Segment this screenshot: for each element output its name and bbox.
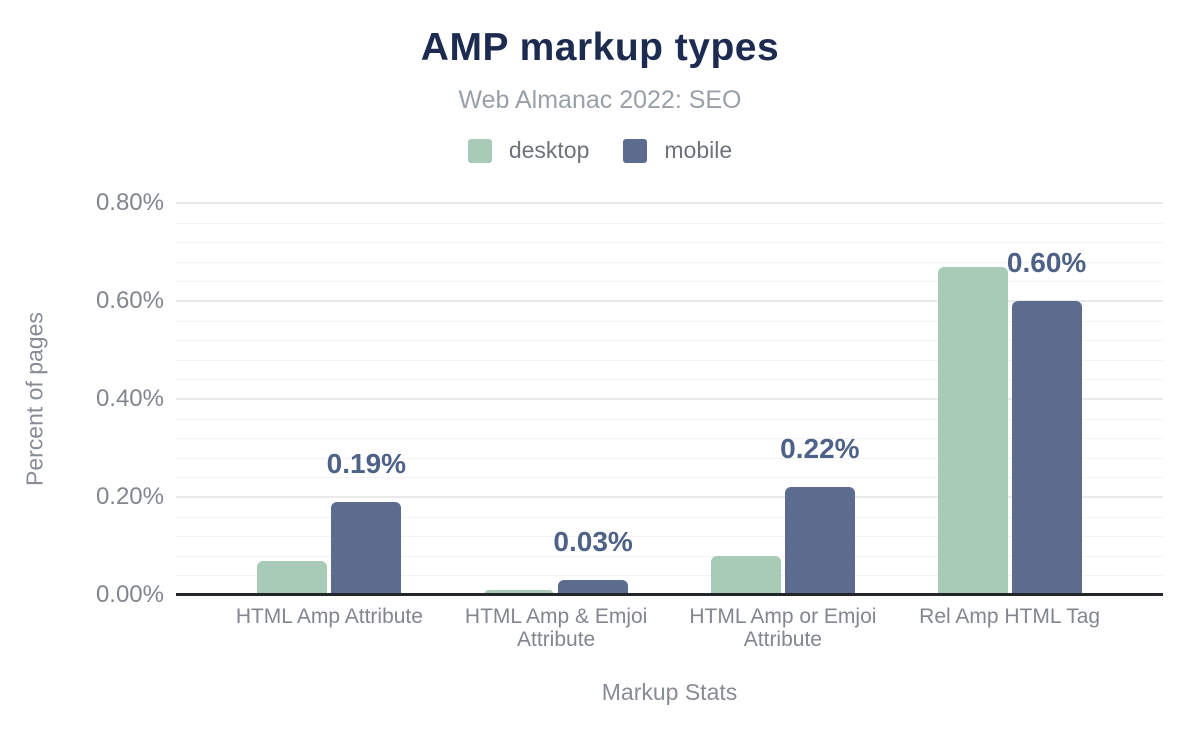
chart-title: AMP markup types xyxy=(420,26,780,69)
y-axis-tick-labels: 0.00% 0.20% 0.40% 0.60% 0.80% xyxy=(0,190,164,608)
minor-gridline xyxy=(176,516,1163,518)
minor-gridline xyxy=(176,359,1163,361)
legend-item-desktop: desktop xyxy=(467,137,590,164)
major-gridline xyxy=(176,496,1163,498)
bar-group-1: 0.03% xyxy=(443,203,670,595)
x-axis-line xyxy=(176,593,1163,596)
minor-gridline xyxy=(176,457,1163,459)
x-tick-label-text: HTML Amp & Emjoi Attribute xyxy=(464,605,648,651)
minor-gridline xyxy=(176,222,1163,224)
minor-gridline xyxy=(176,536,1163,538)
bar-value-label: 0.60% xyxy=(1006,247,1087,278)
x-tick-label-text: Rel Amp HTML Tag xyxy=(919,605,1101,628)
minor-gridline xyxy=(176,379,1163,381)
minor-gridline xyxy=(176,281,1163,283)
minor-gridline xyxy=(176,340,1163,342)
major-gridline xyxy=(176,300,1163,302)
minor-gridline xyxy=(176,575,1163,577)
bar-desktop-2 xyxy=(710,555,781,595)
x-tick-label-text: HTML Amp Attribute xyxy=(235,605,423,628)
y-tick-label: 0.60% xyxy=(95,287,164,314)
y-tick-label: 0.00% xyxy=(95,581,164,608)
major-gridline xyxy=(176,202,1163,204)
bar-group-2: 0.22% xyxy=(670,203,897,595)
bar-group-3: 0.60% xyxy=(896,203,1123,595)
y-tick-label: 0.40% xyxy=(95,385,164,412)
legend-swatch-mobile xyxy=(623,138,648,163)
bar-group-0: 0.19% xyxy=(216,203,443,595)
minor-gridline xyxy=(176,261,1163,263)
bar-value-label: 0.03% xyxy=(553,526,633,558)
x-tick-label-2: HTML Amp or Emjoi Attribute xyxy=(670,605,897,651)
y-tick-label: 0.80% xyxy=(95,189,164,216)
minor-gridline xyxy=(176,555,1163,557)
legend: desktop mobile xyxy=(0,137,1200,164)
x-tick-label-text: HTML Amp or Emjoi Attribute xyxy=(689,605,877,651)
bar-desktop-3 xyxy=(937,266,1008,595)
x-tick-label-0: HTML Amp Attribute xyxy=(216,605,443,651)
chart-header: AMP markup types Web Almanac 2022: SEO d… xyxy=(0,0,1200,164)
bar-mobile-3: 0.60% xyxy=(1007,247,1086,595)
bar-value-label: 0.22% xyxy=(780,433,860,465)
x-tick-label-3: Rel Amp HTML Tag xyxy=(896,605,1123,651)
x-tick-label-1: HTML Amp & Emjoi Attribute xyxy=(443,605,670,651)
plot-area: 0.19% 0.03% 0.22% 0.60% xyxy=(176,202,1163,596)
y-tick-label: 0.20% xyxy=(95,483,164,510)
bar-mobile-0: 0.19% xyxy=(327,448,406,595)
bar-mobile-2: 0.22% xyxy=(780,433,860,595)
minor-gridline xyxy=(176,242,1163,244)
bar-desktop-0 xyxy=(257,560,328,595)
legend-swatch-desktop xyxy=(467,138,492,163)
x-axis-tick-labels: HTML Amp Attribute HTML Amp & Emjoi Attri… xyxy=(216,605,1123,651)
minor-gridline xyxy=(176,320,1163,322)
bar-mobile-1: 0.03% xyxy=(553,526,633,595)
legend-item-mobile: mobile xyxy=(623,137,732,164)
chart-subtitle: Web Almanac 2022: SEO xyxy=(458,86,742,114)
minor-gridline xyxy=(176,438,1163,440)
bar-value-label: 0.19% xyxy=(326,447,407,479)
minor-gridline xyxy=(176,477,1163,479)
legend-label-mobile: mobile xyxy=(664,137,733,163)
bar-desktop-1 xyxy=(484,590,555,595)
legend-label-desktop: desktop xyxy=(508,137,590,163)
x-axis-title: Markup Stats xyxy=(601,679,738,705)
minor-gridline xyxy=(176,418,1163,420)
major-gridline xyxy=(176,398,1163,400)
bars-row: 0.19% 0.03% 0.22% 0.60% xyxy=(216,203,1123,595)
